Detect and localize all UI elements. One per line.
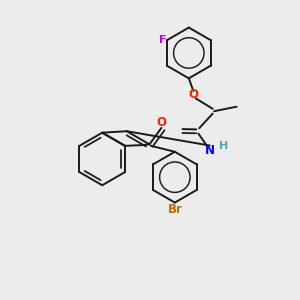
Text: N: N [205,143,215,157]
Text: O: O [156,116,167,129]
Text: F: F [159,35,166,45]
Text: Br: Br [167,202,182,216]
Text: O: O [188,88,198,101]
Text: H: H [218,141,228,152]
